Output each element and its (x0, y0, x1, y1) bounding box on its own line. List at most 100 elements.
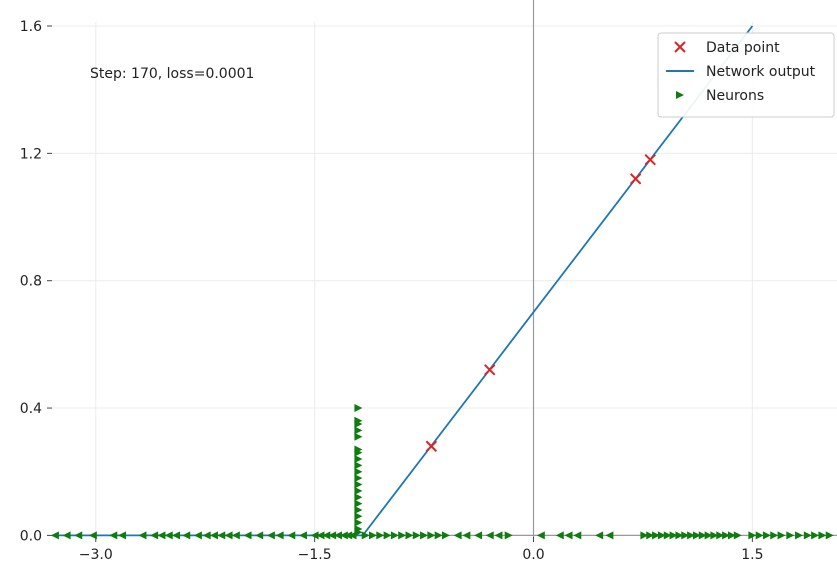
neuron-marker (354, 499, 363, 508)
neuron-marker (646, 531, 655, 540)
neuron-marker (811, 531, 820, 540)
neuron-marker (333, 531, 342, 540)
neuron-marker (722, 531, 731, 540)
neuron-marker (795, 531, 804, 540)
neuron-marker (339, 531, 348, 540)
x-tick-label: 0.0 (522, 547, 544, 563)
neuron-marker (354, 404, 363, 413)
neuron-marker (354, 518, 363, 527)
neuron-marker (138, 531, 147, 540)
legend: Data point Network output Neurons (657, 32, 835, 118)
neuron-marker (818, 531, 827, 540)
neuron-marker (504, 531, 513, 540)
neuron-marker (564, 531, 573, 540)
neuron-marker (710, 531, 719, 540)
neuron-marker (640, 531, 649, 540)
legend-neuron-icon (676, 91, 684, 99)
neuron-marker (62, 531, 71, 540)
neuron-marker (663, 531, 672, 540)
neuron-marker (536, 531, 545, 540)
neuron-marker (383, 531, 392, 540)
neuron-marker (669, 531, 678, 540)
neuron-marker (193, 531, 202, 540)
tick-labels: −3.0 −1.5 0.0 1.5 0.0 0.4 0.8 1.2 1.6 (20, 19, 764, 563)
y-tick-label: 0.8 (20, 274, 42, 290)
neuron-marker (755, 531, 764, 540)
neuron-marker (354, 454, 363, 463)
legend-data-point-icon (674, 41, 686, 53)
legend-label: Data point (706, 40, 780, 56)
neuron-marker (398, 531, 407, 540)
neuron-marker (462, 531, 471, 540)
neuron-marker (217, 531, 226, 540)
data-point-marker (629, 173, 642, 185)
neuron-marker (573, 531, 582, 540)
neuron-marker (595, 531, 604, 540)
data-point-marker (644, 154, 656, 166)
neuron-marker (266, 531, 275, 540)
neuron-marker (485, 531, 494, 540)
neuron-marker (172, 531, 181, 540)
x-tick-label: −3.0 (79, 547, 113, 563)
neuron-marker (733, 531, 742, 540)
data-point-marker (484, 364, 496, 376)
neuron-marker (453, 531, 462, 540)
neuron-marker (344, 531, 353, 540)
neuron-marker (354, 493, 363, 502)
neuron-marker (770, 531, 779, 540)
neuron-marker (777, 531, 786, 540)
y-tick-label: 0.0 (20, 528, 42, 544)
step-loss-annotation: Step: 170, loss=0.0001 (90, 66, 254, 82)
neuron-marker (150, 531, 159, 540)
neuron-marker (716, 531, 725, 540)
neuron-marker (109, 531, 118, 540)
neuron-marker (605, 531, 614, 540)
neuron-marker (164, 531, 173, 540)
neuron-marker (825, 531, 834, 540)
neuron-marker (354, 426, 363, 435)
neuron-marker (209, 531, 218, 540)
neuron-marker (287, 531, 296, 540)
neuron-marker (255, 531, 264, 540)
neuron-marker (748, 531, 757, 540)
x-tick-label: −1.5 (298, 547, 332, 563)
neuron-marker (74, 531, 83, 540)
neuron-marker (354, 419, 363, 428)
neuron-marker (157, 531, 166, 540)
neuron-marker (675, 531, 684, 540)
neuron-marker (182, 531, 191, 540)
neuron-marker (298, 531, 307, 540)
neuron-marker (50, 531, 59, 540)
neuron-marker (354, 486, 363, 495)
neuron-marker (687, 531, 696, 540)
neuron-marker (275, 531, 284, 540)
x-tick-label: 1.5 (741, 547, 763, 563)
neuron-marker (727, 531, 736, 540)
neuron-marker (803, 531, 812, 540)
y-tick-label: 0.4 (20, 401, 42, 417)
neuron-marker (354, 448, 363, 457)
neuron-marker (354, 467, 363, 476)
y-tick-label: 1.2 (20, 146, 42, 162)
neuron-marker (354, 432, 363, 441)
legend-label: Network output (706, 64, 816, 80)
neuron-marker (786, 531, 795, 540)
legend-box (657, 32, 835, 118)
legend-label: Neurons (706, 88, 764, 104)
neuron-marker (310, 531, 319, 540)
neuron-marker (243, 531, 252, 540)
neuron-marker (118, 531, 127, 540)
neuron-marker (390, 531, 399, 540)
neuron-marker (231, 531, 240, 540)
neuron-marker (348, 531, 357, 540)
neuron-marker (494, 531, 503, 540)
neuron-marker (405, 531, 414, 540)
y-tick-label: 1.6 (20, 19, 42, 35)
neuron-marker (681, 531, 690, 540)
neuron-marker (555, 531, 564, 540)
neuron-marker (88, 531, 97, 540)
neuron-marker (361, 531, 370, 540)
neuron-marker (376, 531, 385, 540)
neuron-marker (657, 531, 666, 540)
